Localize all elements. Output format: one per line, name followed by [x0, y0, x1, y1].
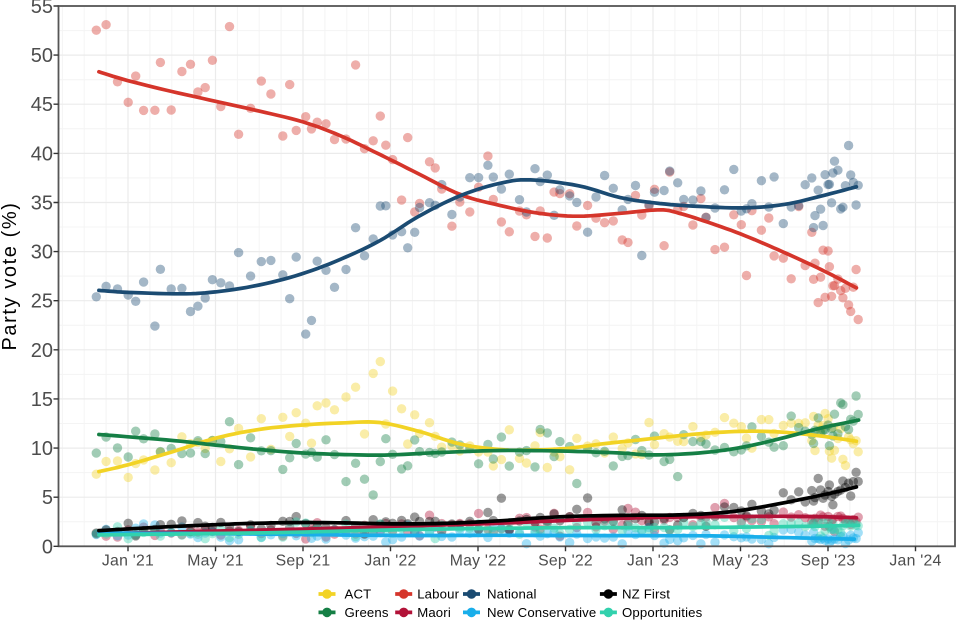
svg-text:New Conservative: New Conservative: [487, 605, 596, 620]
svg-text:Party vote (%): Party vote (%): [0, 201, 21, 350]
svg-text:Sep '21: Sep '21: [276, 552, 331, 569]
svg-text:30: 30: [31, 242, 53, 264]
svg-text:35: 35: [31, 193, 53, 215]
svg-text:National: National: [487, 587, 537, 602]
svg-text:40: 40: [31, 143, 53, 165]
svg-text:25: 25: [31, 291, 53, 313]
svg-text:0: 0: [42, 536, 53, 558]
svg-text:15: 15: [31, 389, 53, 411]
svg-text:Jan '21: Jan '21: [102, 552, 154, 569]
svg-text:50: 50: [31, 45, 53, 67]
svg-text:Jan '22: Jan '22: [364, 552, 416, 569]
svg-text:Opportunities: Opportunities: [622, 605, 703, 620]
svg-text:Sep '22: Sep '22: [538, 552, 593, 569]
svg-text:Sep '23: Sep '23: [801, 552, 856, 569]
svg-text:Jan '24: Jan '24: [889, 552, 941, 569]
svg-text:ACT: ACT: [345, 587, 372, 602]
svg-text:45: 45: [31, 94, 53, 116]
svg-text:20: 20: [31, 340, 53, 362]
svg-text:Greens: Greens: [345, 605, 389, 620]
svg-text:Jan '23: Jan '23: [627, 552, 679, 569]
svg-text:55: 55: [31, 0, 53, 18]
svg-text:NZ First: NZ First: [622, 587, 670, 602]
svg-text:May '22: May '22: [450, 552, 507, 569]
svg-text:May '21: May '21: [187, 552, 244, 569]
svg-text:May '23: May '23: [712, 552, 769, 569]
svg-text:Maori: Maori: [417, 605, 451, 620]
svg-text:5: 5: [42, 487, 53, 509]
svg-text:Labour: Labour: [417, 587, 459, 602]
svg-text:10: 10: [31, 438, 53, 460]
